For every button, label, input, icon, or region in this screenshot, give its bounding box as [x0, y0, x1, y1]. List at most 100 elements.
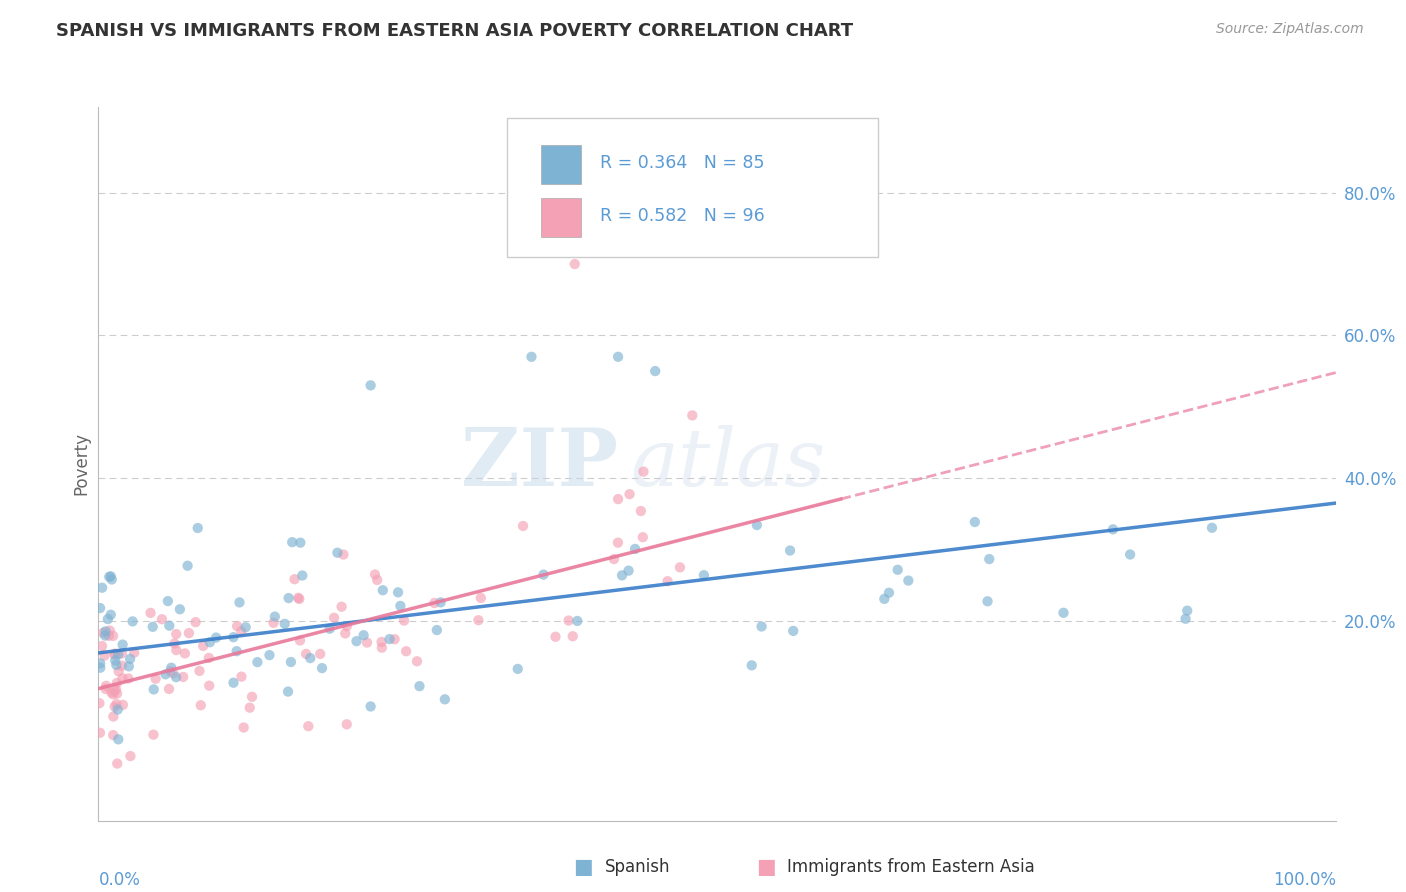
Point [470, 591, 492, 605]
Point [188, 664, 211, 678]
Point [1201, 521, 1223, 535]
Point [107, 732, 129, 747]
Point [564, 257, 586, 271]
Point [198, 635, 221, 649]
Point [336, 619, 359, 633]
Point [225, 644, 247, 658]
Point [162, 666, 184, 681]
Point [360, 699, 382, 714]
Point [157, 618, 180, 632]
Point [173, 647, 195, 661]
Point [111, 638, 134, 652]
Point [120, 652, 142, 666]
Point [619, 487, 641, 501]
Point [371, 640, 394, 655]
Point [222, 630, 245, 644]
Point [89, 696, 111, 710]
Point [231, 624, 253, 639]
FancyBboxPatch shape [506, 118, 877, 257]
Point [533, 567, 555, 582]
Point [392, 614, 415, 628]
Point [145, 672, 167, 686]
Point [1052, 606, 1074, 620]
Text: SPANISH VS IMMIGRANTS FROM EASTERN ASIA POVERTY CORRELATION CHART: SPANISH VS IMMIGRANTS FROM EASTERN ASIA … [56, 22, 853, 40]
Point [426, 623, 449, 637]
Point [897, 574, 920, 588]
Point [378, 632, 401, 647]
Point [318, 622, 340, 636]
Point [366, 573, 388, 587]
Point [751, 619, 773, 633]
Point [1102, 522, 1125, 536]
Text: ZIP: ZIP [461, 425, 619, 503]
Point [91, 581, 114, 595]
Point [205, 631, 228, 645]
Point [669, 560, 692, 574]
Point [142, 728, 165, 742]
Bar [541, 198, 581, 237]
Point [741, 658, 763, 673]
Point [779, 543, 801, 558]
Point [89, 657, 111, 671]
Point [360, 378, 382, 392]
Point [657, 574, 679, 589]
Point [105, 657, 128, 672]
Text: R = 0.364   N = 85: R = 0.364 N = 85 [599, 153, 763, 171]
Point [139, 606, 162, 620]
Point [94, 629, 117, 643]
Point [277, 684, 299, 698]
Point [159, 664, 181, 678]
Text: atlas: atlas [630, 425, 825, 502]
Point [384, 632, 406, 647]
Point [330, 599, 353, 614]
Point [98, 624, 121, 638]
Point [311, 661, 333, 675]
Point [557, 614, 579, 628]
Point [118, 659, 141, 673]
Point [91, 625, 114, 640]
Point [246, 655, 269, 669]
Point [288, 591, 311, 606]
Point [101, 629, 124, 643]
Point [107, 648, 129, 662]
Point [1175, 604, 1198, 618]
Point [89, 661, 111, 675]
Point [371, 583, 394, 598]
Point [107, 702, 129, 716]
Point [94, 679, 117, 693]
Point [309, 647, 332, 661]
Point [370, 635, 392, 649]
Point [105, 756, 128, 771]
Point [165, 627, 187, 641]
Point [105, 682, 128, 697]
Point [281, 535, 304, 549]
Point [512, 519, 534, 533]
Point [91, 639, 114, 653]
Point [263, 615, 285, 630]
Point [235, 620, 257, 634]
Point [142, 620, 165, 634]
Point [299, 651, 322, 665]
Point [1119, 548, 1142, 562]
Point [976, 594, 998, 608]
Point [263, 609, 285, 624]
Point [630, 504, 652, 518]
Point [193, 639, 215, 653]
Point [633, 465, 655, 479]
Point [105, 687, 128, 701]
Point [326, 546, 349, 560]
Point [745, 518, 768, 533]
Point [963, 515, 986, 529]
Point [100, 569, 122, 583]
Point [288, 633, 311, 648]
Point [94, 681, 117, 696]
Point [117, 672, 139, 686]
Point [190, 698, 212, 713]
Text: ■: ■ [574, 857, 593, 877]
Point [89, 725, 111, 739]
Text: Source: ZipAtlas.com: Source: ZipAtlas.com [1216, 22, 1364, 37]
Point [297, 719, 319, 733]
Point [100, 685, 122, 699]
Point [228, 595, 250, 609]
Point [105, 697, 128, 711]
